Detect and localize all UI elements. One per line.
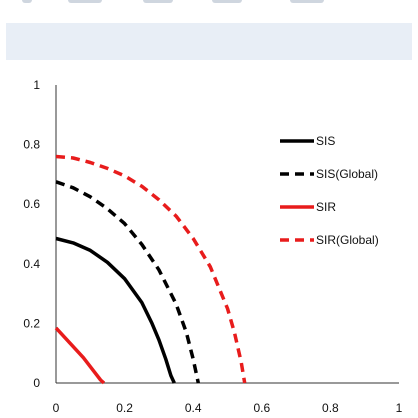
legend-label: SIR: [316, 200, 336, 214]
cropped-top-edge: [0, 0, 418, 6]
series-line-sis-global: [55, 180, 201, 384]
y-tick-label: 0.6: [23, 197, 40, 211]
x-tick-label: 0.4: [185, 401, 202, 415]
y-tick-label: 0.4: [23, 257, 40, 271]
series-lines: [54, 154, 247, 385]
series-line-sis: [55, 236, 176, 384]
x-tick-label: 0: [53, 401, 60, 415]
x-tick-label: 0.8: [322, 401, 339, 415]
legend-label: SIR(Global): [316, 233, 379, 247]
legend-label: SIS: [316, 134, 335, 148]
header-banner: [6, 23, 412, 60]
y-tick-label: 1: [33, 78, 40, 92]
x-tick-label: 0.2: [116, 401, 133, 415]
y-tick-label: 0: [33, 376, 40, 390]
y-tick-label: 0.8: [23, 138, 40, 152]
series-line-sir: [54, 326, 106, 385]
legend: SIS SIS(Global) SIR SIR(Global): [280, 134, 379, 247]
tick-labels: 0 0.2 0.4 0.6 0.8 1 0 0.2 0.4 0.6 0.8 1: [23, 78, 402, 415]
axes: [55, 85, 399, 384]
legend-label: SIS(Global): [316, 167, 378, 181]
y-tick-label: 0.2: [23, 316, 40, 330]
x-tick-label: 0.6: [253, 401, 270, 415]
series-line-sir-global: [55, 154, 247, 384]
x-tick-label: 1: [396, 401, 403, 415]
